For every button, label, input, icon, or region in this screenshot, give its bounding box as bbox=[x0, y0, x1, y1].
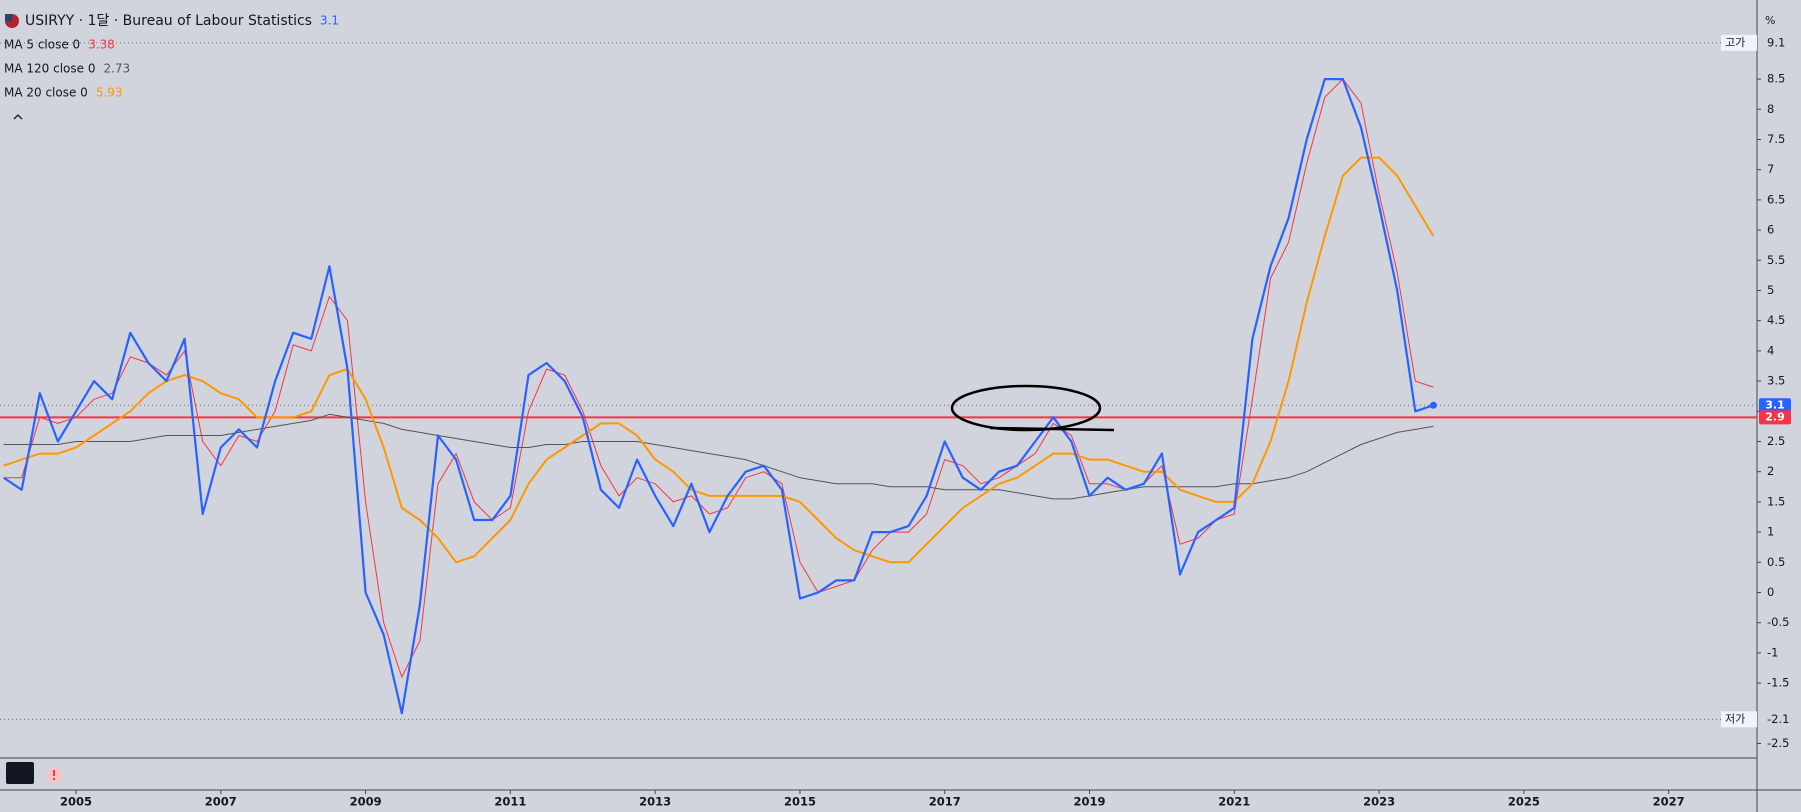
low-label: 저가 bbox=[1725, 712, 1745, 725]
series-line bbox=[2, 78, 1434, 715]
legend-label: MA 20 close 0 bbox=[4, 86, 88, 100]
y-tick-label: 1 bbox=[1767, 525, 1774, 539]
series-line bbox=[3, 156, 1435, 564]
y-tick-label: 2.5 bbox=[1767, 434, 1785, 448]
high-label-bg bbox=[1721, 34, 1757, 51]
y-tick-label: -1.5 bbox=[1767, 676, 1789, 690]
legend-value: 2.73 bbox=[103, 62, 130, 76]
logo bbox=[6, 762, 34, 784]
low-value: -2.1 bbox=[1767, 712, 1789, 726]
drawn-stroke[interactable] bbox=[989, 426, 1115, 432]
y-tick-label: 3.5 bbox=[1767, 374, 1785, 388]
high-label: 고가 bbox=[1725, 36, 1745, 49]
last-price-tag: 3.1 bbox=[1765, 398, 1785, 411]
chart-title[interactable]: USIRYY · 1달 · Bureau of Labour Statistic… bbox=[25, 13, 312, 29]
y-tick-label: 5 bbox=[1767, 283, 1774, 297]
y-tick-label: 4.5 bbox=[1767, 313, 1785, 327]
x-tick-label: 2011 bbox=[494, 795, 526, 809]
y-tick-label: 2 bbox=[1767, 464, 1774, 478]
x-tick-label: 2015 bbox=[784, 795, 816, 809]
y-tick-label: 5.5 bbox=[1767, 253, 1785, 267]
y-tick-label: -2.5 bbox=[1767, 736, 1789, 750]
last-price-tag-bg bbox=[1759, 398, 1791, 413]
y-tick-label: 6 bbox=[1767, 223, 1774, 237]
x-tick-label: 2017 bbox=[929, 795, 961, 809]
drawn-ellipse[interactable] bbox=[950, 384, 1102, 432]
x-tick-label: 2027 bbox=[1653, 795, 1685, 809]
last-point bbox=[1429, 401, 1437, 409]
alert-icon-mark bbox=[53, 770, 55, 776]
unit-label: % bbox=[1765, 14, 1775, 27]
x-tick-label: 2005 bbox=[60, 795, 92, 809]
x-tick-label: 2025 bbox=[1508, 795, 1540, 809]
title-last-value: 3.1 bbox=[320, 14, 339, 28]
legend-label: MA 120 close 0 bbox=[4, 62, 95, 76]
y-tick-label: 8 bbox=[1767, 102, 1774, 116]
hline-tag: 2.9 bbox=[1765, 410, 1785, 423]
y-tick-label: 0 bbox=[1767, 585, 1774, 599]
collapse-icon[interactable] bbox=[13, 114, 23, 120]
y-tick-label: 8.5 bbox=[1767, 72, 1785, 86]
x-tick-label: 2009 bbox=[350, 795, 382, 809]
y-tick-label: 7 bbox=[1767, 162, 1774, 176]
hline-tag-bg bbox=[1759, 410, 1791, 425]
plot-area bbox=[0, 34, 1757, 728]
low-label-bg bbox=[1721, 711, 1757, 728]
x-tick-label: 2023 bbox=[1363, 795, 1395, 809]
x-tick-label: 2007 bbox=[205, 795, 237, 809]
legend-label: MA 5 close 0 bbox=[4, 38, 80, 52]
y-tick-label: -1 bbox=[1767, 645, 1778, 659]
y-tick-label: 1.5 bbox=[1767, 494, 1785, 508]
x-tick-label: 2019 bbox=[1074, 795, 1106, 809]
legend-value: 5.93 bbox=[96, 86, 123, 100]
y-tick-label: 4 bbox=[1767, 343, 1774, 357]
y-tick-label: -0.5 bbox=[1767, 615, 1789, 629]
high-value: 9.1 bbox=[1767, 35, 1785, 49]
y-tick-label: 0.5 bbox=[1767, 555, 1785, 569]
flag-icon-canton bbox=[5, 14, 12, 21]
y-tick-label: 7.5 bbox=[1767, 132, 1785, 146]
y-tick-label: 6.5 bbox=[1767, 192, 1785, 206]
x-tick-label: 2013 bbox=[639, 795, 671, 809]
legend-value: 3.38 bbox=[88, 38, 115, 52]
x-tick-label: 2021 bbox=[1218, 795, 1250, 809]
alert-icon-dot bbox=[53, 778, 55, 780]
